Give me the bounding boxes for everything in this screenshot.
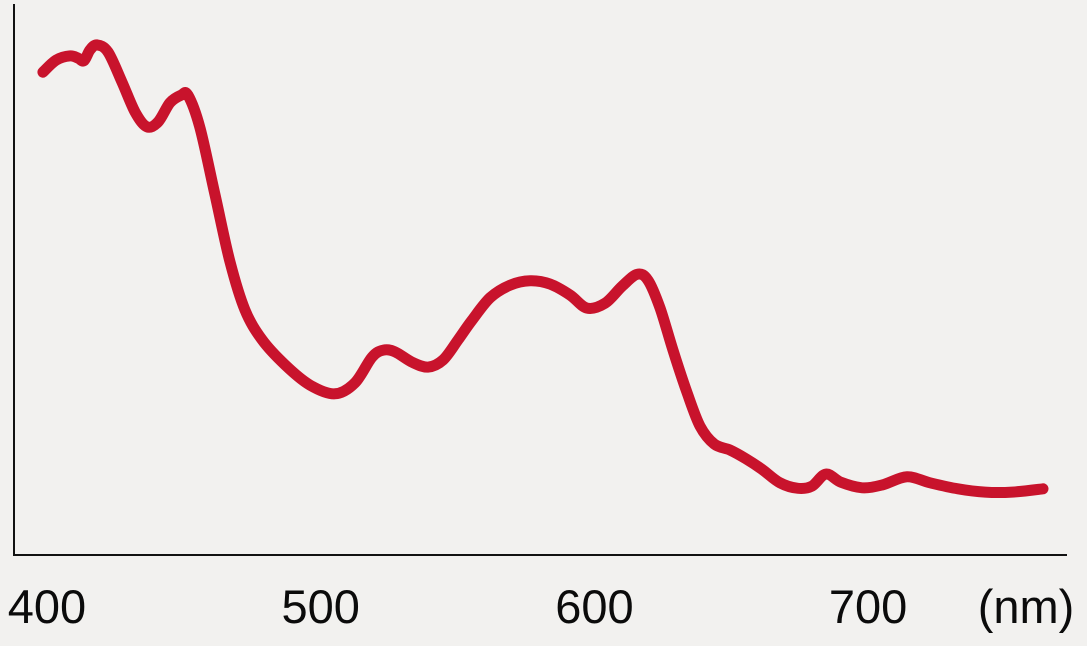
- x-axis-tick-labels: 400 500 600 700 (nm): [8, 580, 1075, 633]
- x-axis-unit-label: (nm): [978, 580, 1075, 633]
- x-tick-label-600: 600: [555, 580, 633, 633]
- spectrum-curve: [37, 39, 1049, 499]
- x-tick-label-400: 400: [8, 580, 86, 633]
- x-tick-label-700: 700: [829, 580, 907, 633]
- x-tick-label-500: 500: [281, 580, 359, 633]
